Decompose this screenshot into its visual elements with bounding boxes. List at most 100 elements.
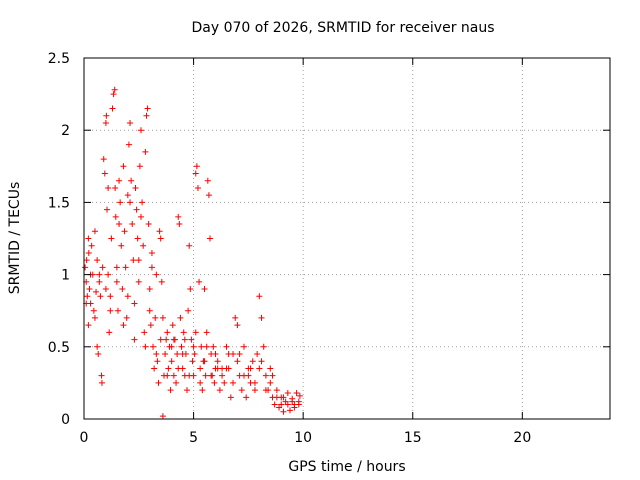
data-point bbox=[189, 358, 196, 365]
data-point bbox=[112, 213, 119, 220]
x-tick-label: 20 bbox=[513, 430, 531, 446]
data-point bbox=[83, 257, 90, 264]
data-point bbox=[116, 221, 123, 228]
data-point bbox=[187, 286, 194, 293]
data-point bbox=[260, 343, 267, 350]
data-point bbox=[210, 343, 217, 350]
data-point bbox=[273, 394, 280, 401]
data-point bbox=[256, 365, 263, 372]
data-point bbox=[146, 286, 153, 293]
data-point bbox=[230, 379, 237, 386]
data-point bbox=[96, 278, 103, 285]
data-point bbox=[102, 286, 109, 293]
data-point bbox=[214, 365, 221, 372]
data-point bbox=[208, 372, 215, 379]
data-point bbox=[251, 387, 258, 394]
data-point bbox=[192, 329, 199, 336]
data-point bbox=[180, 329, 187, 336]
data-point bbox=[150, 343, 157, 350]
data-point bbox=[168, 358, 175, 365]
data-point bbox=[153, 271, 160, 278]
data-point bbox=[113, 264, 120, 271]
y-tick-label: 2 bbox=[61, 123, 70, 139]
data-point bbox=[105, 184, 112, 191]
data-point bbox=[98, 372, 105, 379]
data-point bbox=[197, 365, 204, 372]
data-point bbox=[175, 365, 182, 372]
data-point bbox=[273, 387, 280, 394]
data-point bbox=[190, 343, 197, 350]
data-point bbox=[287, 407, 294, 414]
data-point bbox=[116, 177, 123, 184]
x-tick-label: 10 bbox=[294, 430, 312, 446]
data-point bbox=[156, 228, 163, 235]
data-point bbox=[278, 401, 285, 408]
y-tick-label: 2.5 bbox=[48, 51, 70, 67]
data-point bbox=[142, 343, 149, 350]
data-point bbox=[131, 336, 138, 343]
data-point bbox=[196, 278, 203, 285]
y-tick-label: 1.5 bbox=[48, 195, 70, 211]
data-point bbox=[107, 307, 114, 314]
data-point bbox=[247, 365, 254, 372]
data-point bbox=[112, 184, 119, 191]
data-point bbox=[125, 141, 132, 148]
data-point bbox=[117, 199, 124, 206]
data-point bbox=[267, 365, 274, 372]
data-point bbox=[214, 358, 221, 365]
data-point bbox=[170, 372, 177, 379]
data-point bbox=[157, 235, 164, 242]
data-point bbox=[121, 228, 128, 235]
data-point bbox=[86, 286, 93, 293]
data-point bbox=[159, 413, 166, 420]
data-point bbox=[136, 163, 143, 170]
data-point bbox=[238, 387, 245, 394]
data-point bbox=[95, 351, 102, 358]
data-point bbox=[271, 401, 278, 408]
data-point bbox=[110, 91, 117, 98]
data-point bbox=[129, 221, 136, 228]
data-point bbox=[232, 314, 239, 321]
data-point bbox=[221, 379, 228, 386]
data-point bbox=[178, 343, 185, 350]
data-point bbox=[137, 213, 144, 220]
data-point bbox=[194, 184, 201, 191]
data-point bbox=[254, 351, 261, 358]
data-point bbox=[137, 127, 144, 134]
data-point bbox=[168, 343, 175, 350]
data-point bbox=[162, 351, 169, 358]
data-point bbox=[163, 336, 170, 343]
data-point bbox=[101, 170, 108, 177]
data-point bbox=[94, 343, 101, 350]
data-point bbox=[140, 242, 147, 249]
data-point bbox=[139, 199, 146, 206]
plot-frame bbox=[83, 57, 611, 420]
data-point bbox=[280, 408, 287, 415]
data-point bbox=[295, 401, 302, 408]
x-tick-label: 5 bbox=[189, 430, 198, 446]
data-point bbox=[132, 184, 139, 191]
data-point bbox=[114, 307, 121, 314]
data-point bbox=[249, 358, 256, 365]
data-point bbox=[165, 365, 172, 372]
data-point bbox=[94, 257, 101, 264]
data-point bbox=[107, 293, 114, 300]
data-point bbox=[122, 264, 129, 271]
data-point bbox=[170, 336, 177, 343]
data-point bbox=[91, 314, 98, 321]
x-axis-label: GPS time / hours bbox=[288, 459, 405, 475]
data-point bbox=[280, 394, 287, 401]
data-point bbox=[269, 372, 276, 379]
data-point bbox=[219, 372, 226, 379]
data-point bbox=[82, 264, 89, 271]
data-point bbox=[120, 322, 127, 329]
data-point bbox=[176, 221, 183, 228]
data-points bbox=[82, 86, 303, 420]
data-point bbox=[201, 286, 208, 293]
data-point bbox=[169, 322, 176, 329]
data-point bbox=[84, 293, 91, 300]
data-point bbox=[185, 307, 192, 314]
data-point bbox=[173, 379, 180, 386]
